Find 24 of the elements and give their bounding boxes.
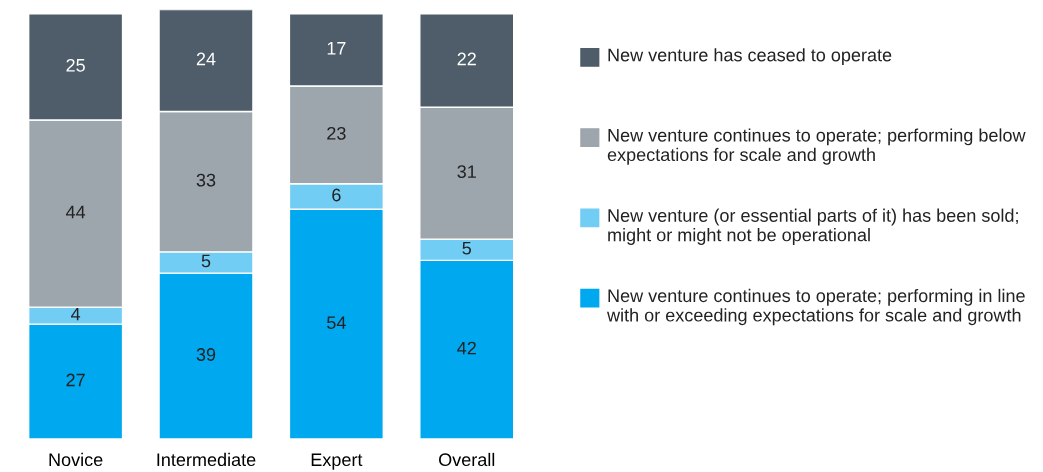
data-label: 23: [327, 126, 346, 140]
data-label: 22: [457, 52, 476, 66]
data-label: 4: [71, 307, 81, 321]
legend-label: New venture has ceased to operate: [608, 48, 892, 65]
data-label: 31: [457, 165, 476, 179]
legend-label: New venture (or essential parts of it) has been sold; might or might not be operational: [608, 208, 1018, 245]
data-label: 42: [457, 341, 476, 355]
x-tick-label: Intermediate: [157, 452, 256, 467]
data-label: 5: [201, 254, 211, 268]
data-label: 44: [65, 205, 86, 219]
data-label: 17: [327, 42, 346, 55]
data-label: 39: [196, 348, 216, 361]
data-label: 54: [327, 316, 346, 329]
x-tick-label: Overall: [439, 452, 495, 467]
x-tick-label: Novice: [49, 452, 103, 467]
legend-label: New venture continues to operate; performing below expectations for scale and growth: [607, 128, 1026, 165]
data-label: 25: [66, 58, 85, 72]
legend-label: New venture continues to operate; performing in line with or exceeding expectations for scale and growth: [607, 288, 1025, 326]
data-label: 24: [196, 52, 216, 66]
data-label: 6: [332, 188, 341, 202]
data-label: 5: [462, 241, 472, 255]
x-tick-label: Expert: [311, 453, 363, 470]
data-label: 33: [196, 173, 216, 187]
data-label: 27: [66, 373, 85, 387]
